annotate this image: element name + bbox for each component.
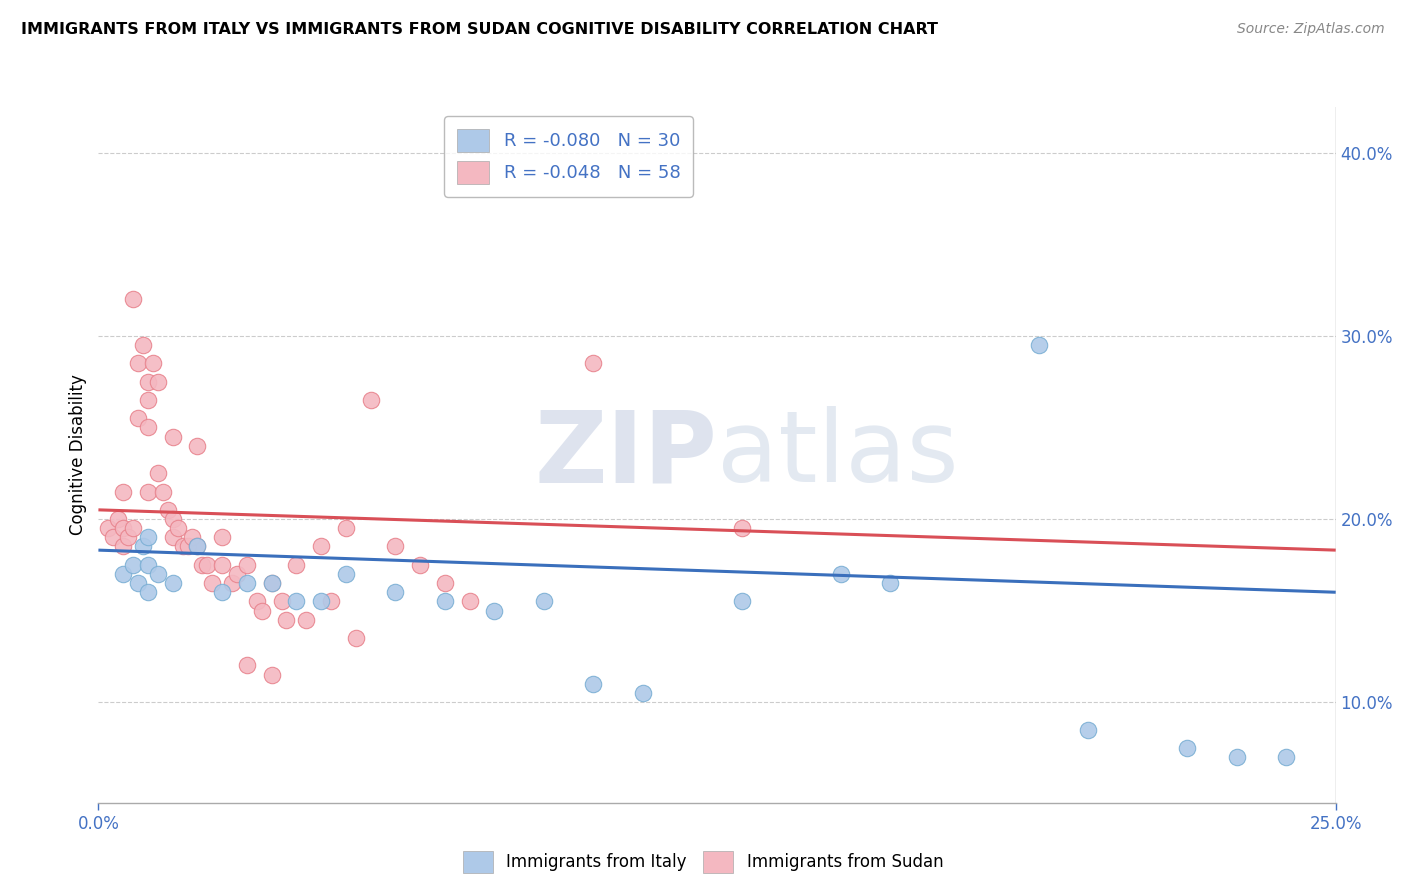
Point xyxy=(195,558,218,572)
Point xyxy=(276,613,298,627)
Point xyxy=(191,558,214,572)
Point xyxy=(201,576,224,591)
Point xyxy=(260,576,283,591)
Point xyxy=(236,558,259,572)
Point xyxy=(1226,750,1249,764)
Point xyxy=(458,594,481,608)
Point xyxy=(344,631,367,645)
Point xyxy=(731,594,754,608)
Point xyxy=(112,521,135,535)
Point xyxy=(146,467,169,481)
Point xyxy=(136,484,159,499)
Point xyxy=(117,530,139,544)
Point xyxy=(103,530,125,544)
Point xyxy=(107,512,129,526)
Legend: Immigrants from Italy, Immigrants from Sudan: Immigrants from Italy, Immigrants from S… xyxy=(456,845,950,880)
Point xyxy=(176,540,198,554)
Point xyxy=(156,503,179,517)
Point xyxy=(360,392,382,407)
Point xyxy=(335,521,357,535)
Point xyxy=(879,576,901,591)
Point xyxy=(384,540,406,554)
Point xyxy=(162,512,184,526)
Point xyxy=(433,576,456,591)
Point xyxy=(226,566,249,581)
Point xyxy=(122,521,145,535)
Point xyxy=(221,576,243,591)
Point xyxy=(162,576,184,591)
Point xyxy=(1077,723,1099,737)
Point xyxy=(122,558,145,572)
Point xyxy=(236,658,259,673)
Point xyxy=(112,540,135,554)
Point xyxy=(260,576,283,591)
Point xyxy=(409,558,432,572)
Point xyxy=(112,484,135,499)
Point xyxy=(142,356,165,370)
Point xyxy=(136,392,159,407)
Point xyxy=(186,540,208,554)
Point xyxy=(136,558,159,572)
Point xyxy=(127,576,149,591)
Point xyxy=(250,603,273,617)
Point xyxy=(136,420,159,434)
Point xyxy=(172,540,194,554)
Point xyxy=(335,566,357,581)
Point xyxy=(1175,740,1198,755)
Point xyxy=(1028,338,1050,352)
Point xyxy=(122,293,145,307)
Point xyxy=(162,429,184,443)
Point xyxy=(295,613,318,627)
Point xyxy=(97,521,120,535)
Point xyxy=(384,585,406,599)
Legend: R = -0.080   N = 30, R = -0.048   N = 58: R = -0.080 N = 30, R = -0.048 N = 58 xyxy=(444,116,693,197)
Point xyxy=(1275,750,1298,764)
Point xyxy=(211,530,233,544)
Point xyxy=(731,521,754,535)
Y-axis label: Cognitive Disability: Cognitive Disability xyxy=(69,375,87,535)
Point xyxy=(146,566,169,581)
Point xyxy=(285,558,308,572)
Text: ZIP: ZIP xyxy=(534,407,717,503)
Point xyxy=(285,594,308,608)
Point xyxy=(211,585,233,599)
Point xyxy=(582,356,605,370)
Point xyxy=(127,411,149,425)
Point xyxy=(112,566,135,581)
Point xyxy=(132,540,155,554)
Point xyxy=(136,375,159,389)
Point xyxy=(533,594,555,608)
Point xyxy=(186,540,208,554)
Point xyxy=(152,484,174,499)
Point xyxy=(484,603,506,617)
Point xyxy=(181,530,204,544)
Point xyxy=(319,594,342,608)
Point xyxy=(136,585,159,599)
Point xyxy=(186,439,208,453)
Point xyxy=(309,594,332,608)
Point xyxy=(260,667,283,681)
Point xyxy=(127,356,149,370)
Point xyxy=(166,521,188,535)
Point xyxy=(830,566,852,581)
Point xyxy=(631,686,654,700)
Point xyxy=(211,558,233,572)
Text: IMMIGRANTS FROM ITALY VS IMMIGRANTS FROM SUDAN COGNITIVE DISABILITY CORRELATION : IMMIGRANTS FROM ITALY VS IMMIGRANTS FROM… xyxy=(21,22,938,37)
Point xyxy=(162,530,184,544)
Point xyxy=(270,594,292,608)
Point xyxy=(246,594,269,608)
Text: atlas: atlas xyxy=(717,407,959,503)
Point xyxy=(433,594,456,608)
Point xyxy=(309,540,332,554)
Text: Source: ZipAtlas.com: Source: ZipAtlas.com xyxy=(1237,22,1385,37)
Point xyxy=(582,677,605,691)
Point xyxy=(236,576,259,591)
Point xyxy=(136,530,159,544)
Point xyxy=(146,375,169,389)
Point xyxy=(132,338,155,352)
